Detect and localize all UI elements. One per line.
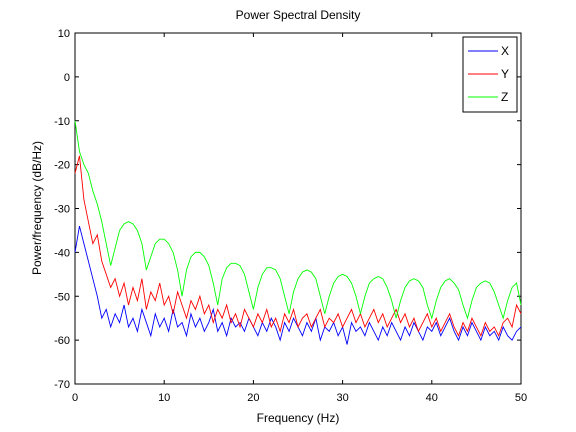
y-axis-label: Power/frequency (dB/Hz) <box>30 141 44 275</box>
y-tick-label: -50 <box>54 291 70 303</box>
x-tick-label: 30 <box>336 392 348 404</box>
x-tick-label: 40 <box>426 392 438 404</box>
legend: XYZ <box>462 36 518 113</box>
x-tick-label: 50 <box>515 392 527 404</box>
series-line <box>74 155 522 337</box>
x-tick-label: 10 <box>158 392 170 404</box>
legend-label: X <box>501 44 509 58</box>
y-tick-label: -70 <box>54 379 70 391</box>
chart-title: Power Spectral Density <box>236 8 361 22</box>
y-tick-label: -40 <box>54 247 70 259</box>
x-axis-label: Frequency (Hz) <box>257 411 340 425</box>
legend-label: Z <box>501 90 508 104</box>
y-tick-label: -60 <box>54 335 70 347</box>
y-tick-label: 10 <box>58 28 70 40</box>
y-tick-label: -20 <box>54 160 70 172</box>
y-tick-label: -10 <box>54 116 70 128</box>
y-tick-label: -30 <box>54 204 70 216</box>
series-line <box>74 120 522 320</box>
legend-label: Y <box>501 67 509 81</box>
x-tick-label: 0 <box>72 392 78 404</box>
x-tick-label: 20 <box>247 392 259 404</box>
y-tick-label: 0 <box>64 72 70 84</box>
